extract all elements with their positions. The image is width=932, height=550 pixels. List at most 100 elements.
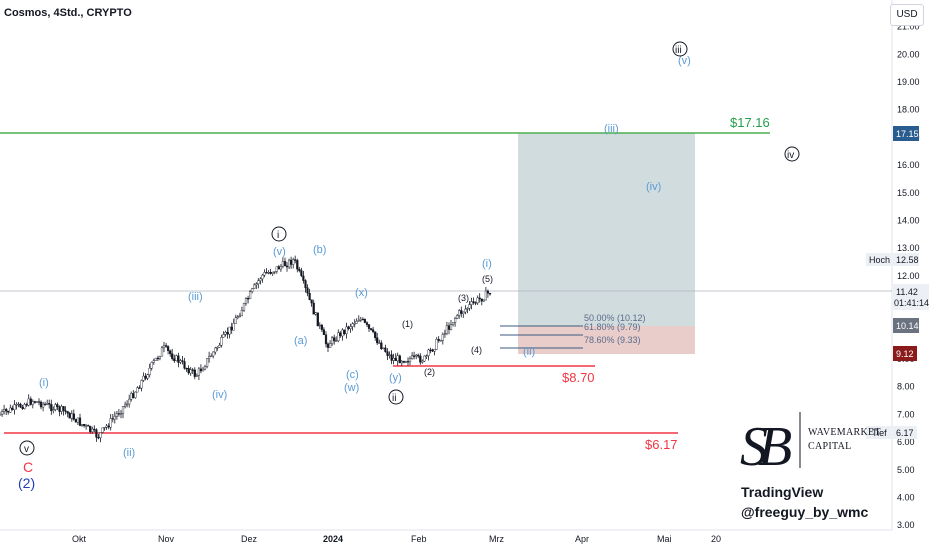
candle	[138, 385, 141, 389]
target-level-label: $17.16	[730, 115, 770, 130]
high-value-badge	[893, 253, 919, 266]
candle-body	[54, 404, 57, 410]
target-price-text: 17.15	[896, 129, 919, 139]
fib-label-50: 50.00% (10.12)	[584, 313, 646, 323]
candle-body	[146, 374, 149, 379]
candle-body	[372, 329, 375, 332]
candle-body	[308, 292, 311, 300]
candle-body	[232, 323, 235, 331]
currency-button[interactable]: USD	[890, 4, 924, 26]
candle-body	[48, 403, 51, 405]
candle-body	[58, 406, 61, 412]
candle	[181, 356, 184, 365]
wave-label-iii-circ: iii	[675, 45, 682, 56]
candle-body	[76, 417, 79, 423]
candle	[271, 271, 274, 276]
candle-body	[288, 259, 291, 268]
candle-body	[294, 259, 297, 261]
candle-body	[271, 272, 274, 274]
candle	[152, 358, 155, 365]
candle	[326, 342, 330, 352]
candle	[99, 432, 102, 443]
candle-body	[246, 298, 250, 300]
candle	[460, 306, 463, 318]
candle-body	[216, 347, 219, 349]
wave-label-a: (a)	[294, 335, 307, 347]
candle-body	[1, 411, 4, 415]
candle-body	[207, 356, 211, 359]
candle-body	[0, 414, 2, 416]
candle-body	[333, 337, 336, 342]
candle-body	[474, 302, 477, 304]
fib-price-text: 10.14	[896, 321, 919, 331]
candle	[7, 410, 10, 415]
candle-body	[443, 333, 446, 335]
candle-body	[359, 318, 362, 321]
candle-body	[101, 427, 104, 433]
candle	[464, 305, 467, 315]
candle	[380, 340, 383, 350]
candle-body	[42, 403, 45, 408]
high-value-text: 12.58	[896, 255, 919, 265]
candle-body	[144, 375, 147, 379]
fib-label-618: 61.80% (9.79)	[584, 322, 641, 332]
candle-body	[402, 361, 405, 363]
fib-price-badge	[893, 318, 919, 333]
candle-body	[300, 270, 303, 277]
candle-body	[11, 407, 14, 410]
candle	[89, 425, 92, 434]
candle	[427, 348, 430, 361]
candle-body	[52, 409, 55, 411]
candle-body	[201, 368, 205, 372]
candle	[312, 299, 315, 315]
candle-body	[21, 406, 24, 409]
candle-body	[480, 298, 483, 302]
candle	[355, 318, 358, 324]
candle	[134, 391, 137, 399]
candle-body	[228, 326, 231, 335]
candle	[242, 302, 246, 312]
candle-body	[468, 304, 471, 309]
candle	[33, 400, 36, 404]
candle	[337, 329, 340, 343]
candle-body	[478, 297, 481, 300]
candle-body	[187, 368, 190, 374]
candle-body	[454, 318, 457, 323]
candle-body	[244, 298, 248, 304]
candle-body	[273, 271, 276, 273]
candle-body	[64, 410, 67, 412]
candle	[267, 270, 270, 275]
candle	[154, 357, 157, 361]
candle	[468, 301, 471, 311]
candle-body	[97, 437, 100, 439]
candle-body	[248, 291, 252, 299]
candle-body	[322, 329, 325, 335]
candle-body	[66, 411, 69, 414]
candle	[166, 345, 170, 355]
low-label-badge	[866, 426, 892, 439]
candle	[419, 353, 422, 365]
candle	[359, 316, 362, 323]
candle-body	[394, 358, 397, 361]
candle	[183, 357, 186, 370]
candle-body	[285, 265, 289, 268]
candle	[125, 400, 129, 408]
candle	[50, 399, 53, 415]
candle	[29, 396, 32, 406]
candle-body	[62, 406, 65, 411]
candle	[310, 299, 313, 307]
candle-body	[292, 259, 295, 265]
candle	[35, 401, 38, 403]
stop-price-text: 9.12	[896, 349, 914, 359]
candle	[216, 346, 219, 351]
candle-body	[398, 355, 401, 364]
x-tick-2024: 2024	[323, 534, 343, 544]
candle-body	[386, 351, 389, 356]
candle-body	[240, 310, 243, 317]
candle-body	[164, 345, 168, 347]
candle	[11, 405, 14, 411]
candle	[197, 367, 200, 380]
y-tick-label: 16.00	[897, 160, 920, 170]
y-tick-label: 12.00	[897, 271, 920, 281]
